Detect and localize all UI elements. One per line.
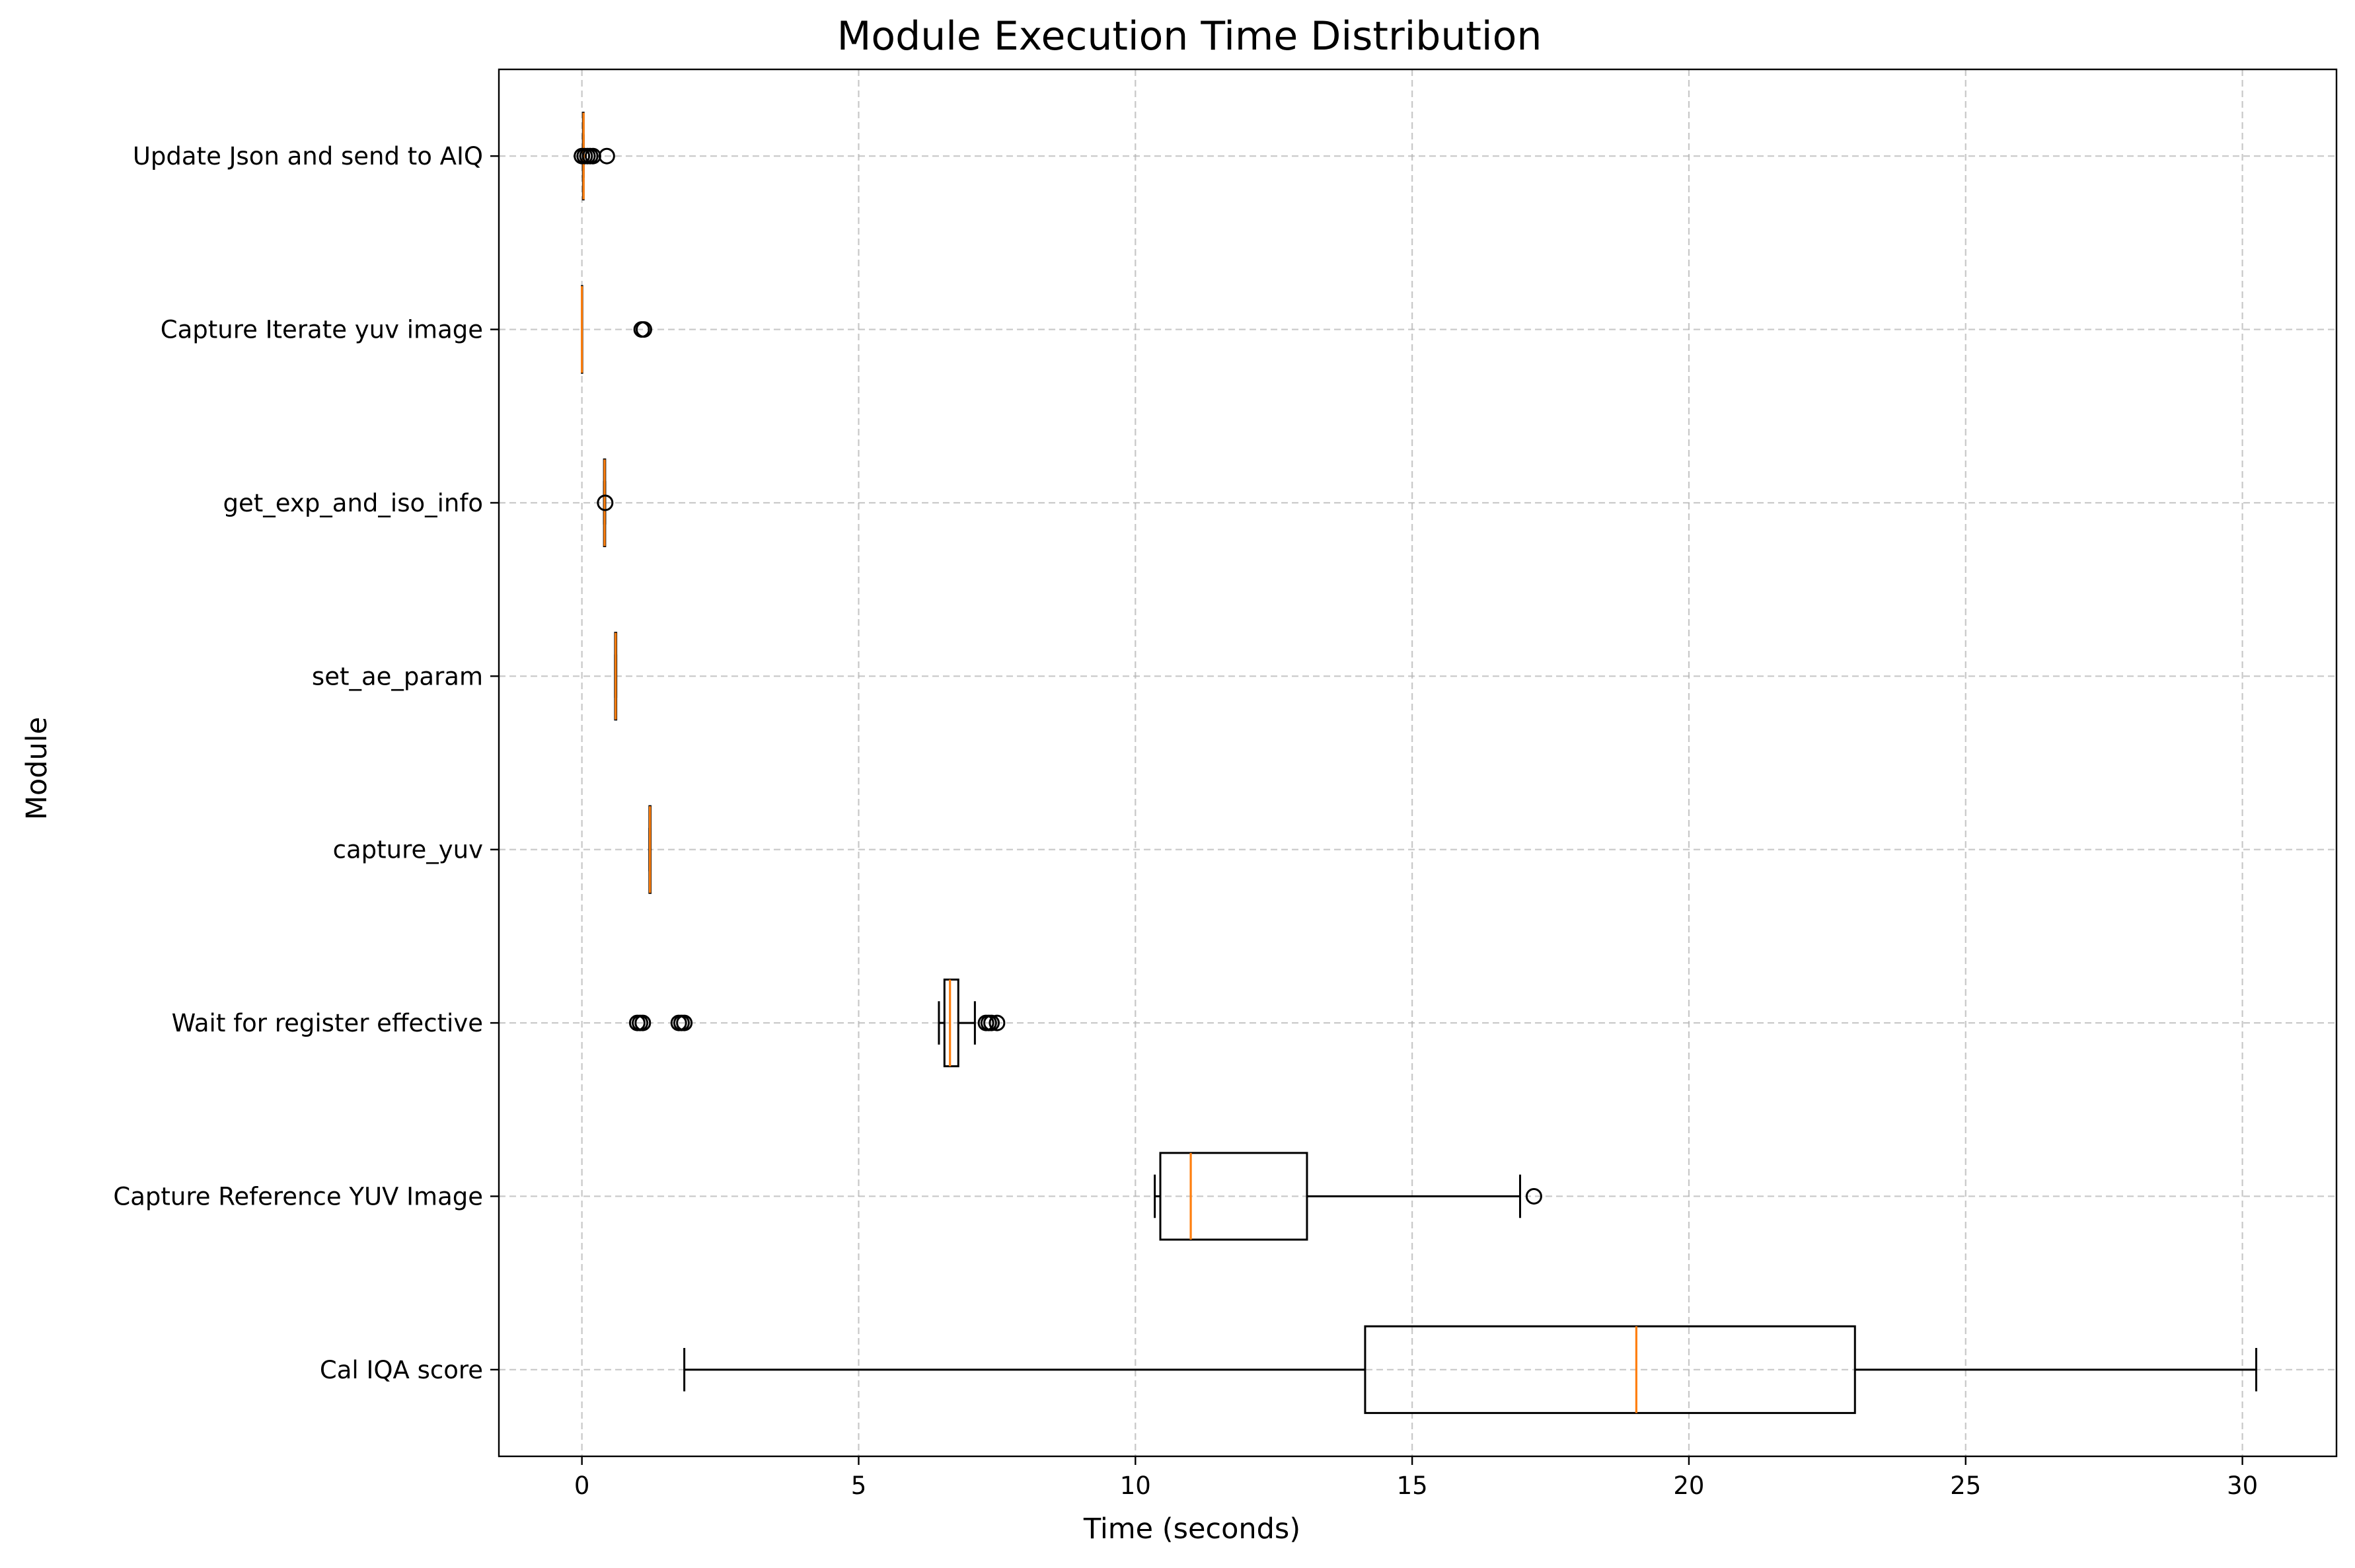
y-tick-label: Cal IQA score [320,1356,483,1384]
axes: 0 5 10 15 20 25 30 Cal IQA score Capture Referen… [113,68,2338,1500]
y-tick-label: get_exp_and_iso_info [223,489,483,517]
box-group [597,458,614,548]
outlier-point [983,1014,1000,1031]
x-tick-label: 5 [851,1472,867,1500]
y-tick-label: Capture Iterate yuv image [161,316,483,344]
box-group [581,285,652,374]
box-group [683,1325,2258,1414]
outlier-point [676,1014,693,1031]
y-tick-label: set_ae_param [312,662,483,691]
box-iqr [943,978,959,1068]
outlier-point [597,494,614,511]
box-iqr [1159,1152,1308,1241]
y-axis-label: Module [20,717,54,820]
plot-frame [498,68,2338,1458]
y-tick-label: Update Json and send to AIQ [133,142,483,170]
y-tick-label: Capture Reference YUV Image [113,1182,483,1211]
outlier-point [1525,1187,1542,1205]
x-tick-label: 0 [574,1472,590,1500]
y-tick-label: capture_yuv [333,836,483,864]
box-iqr [1364,1325,1856,1414]
outlier-point [598,147,615,165]
x-tick-label: 20 [1673,1472,1704,1500]
box-group [648,805,652,894]
x-tick-label: 30 [2227,1472,2258,1500]
grid [499,69,2336,1456]
x-tick-label: 15 [1397,1472,1428,1500]
x-tick-label: 10 [1120,1472,1151,1500]
box-group [1154,1152,1542,1241]
box-group [574,112,615,201]
box-series [574,112,2258,1414]
box-group [628,978,1006,1068]
chart-title: Module Execution Time Distribution [837,13,1542,59]
outlier-point [635,321,652,338]
box-group [614,632,618,721]
outlier-point [989,1014,1006,1031]
x-tick-label: 25 [1950,1472,1981,1500]
outlier-point [634,1014,652,1031]
y-tick-label: Wait for register effective [172,1009,483,1037]
x-axis-label: Time (seconds) [1083,1512,1300,1546]
